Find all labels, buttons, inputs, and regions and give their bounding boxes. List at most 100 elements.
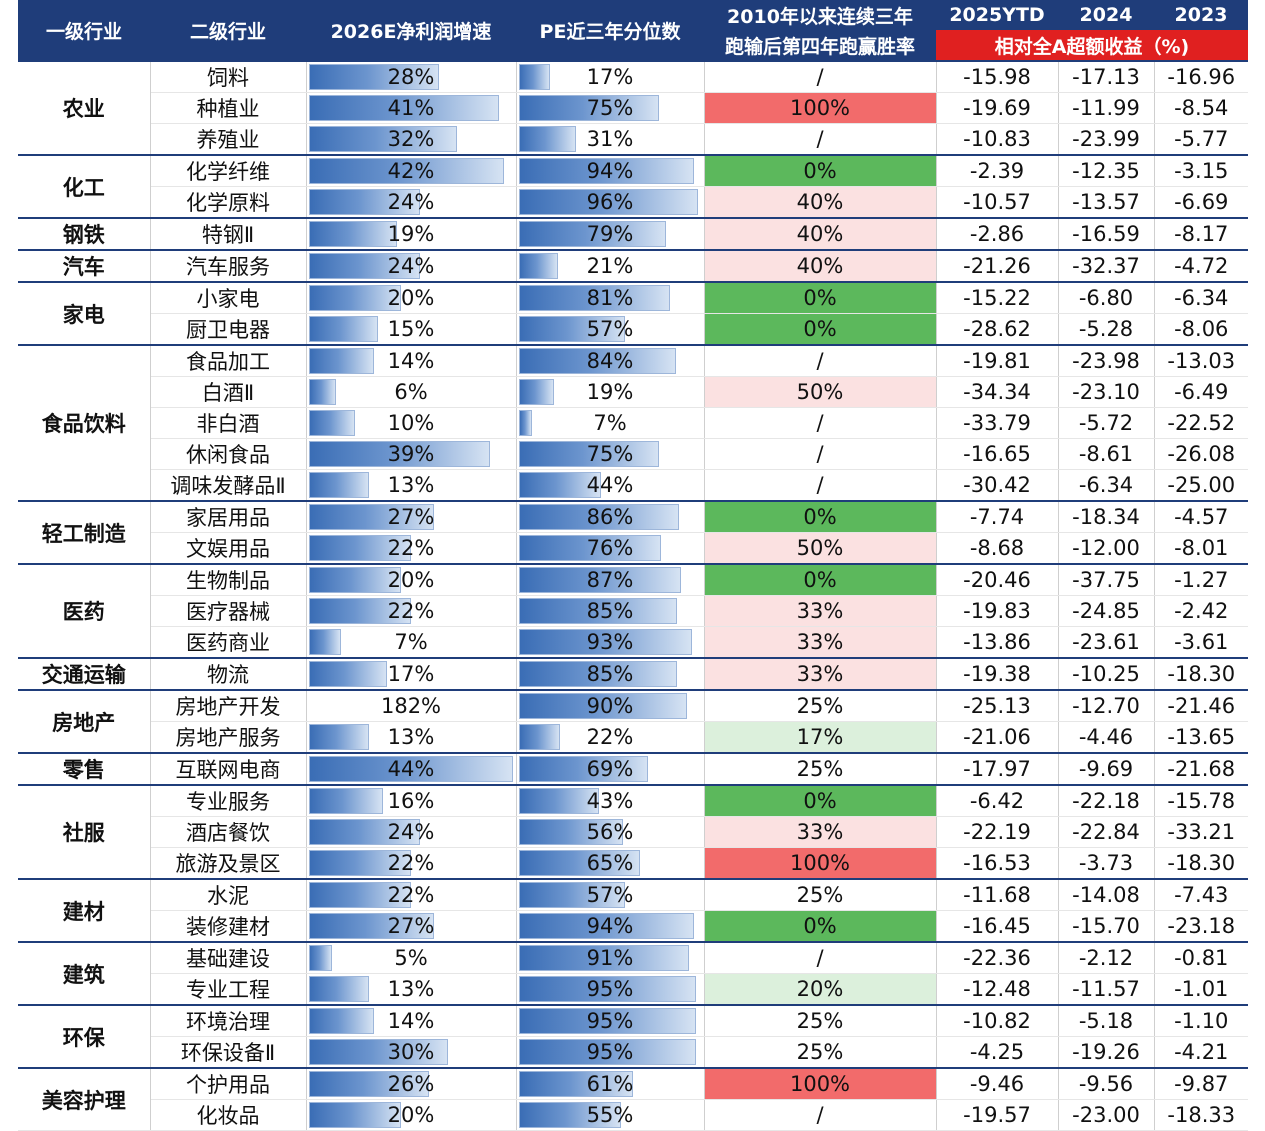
level2-industry-cell: 化学纤维 (150, 154, 307, 187)
table-row: 农业 饲料 28% 17% / -15.98 -17.13 -16.96 (18, 60, 1248, 156)
pe-percentile-cell: 69% (516, 752, 705, 786)
profit-growth-bar (308, 348, 374, 374)
level2-industry-cell: 基础建设 (150, 941, 307, 974)
win-rate-cell: 33% (704, 816, 937, 848)
pe-percentile-cell: 85% (516, 657, 705, 691)
excess-return-2024: -5.72 (1058, 407, 1155, 439)
profit-growth-value: 32% (387, 127, 435, 151)
profit-growth-value: 24% (387, 820, 435, 844)
level2-industry-cell: 家居用品 (150, 500, 307, 533)
win-rate-cell: / (704, 123, 937, 156)
pe-percentile-value: 90% (586, 694, 634, 718)
excess-return-2023: -26.08 (1154, 438, 1248, 470)
excess-return-2025ytd: -15.22 (936, 281, 1059, 314)
level1-industry-cell: 建材 (18, 878, 151, 943)
table-row: 旅游及景区 22% 65% 100% -16.53 -3.73 -18.30 (18, 847, 1248, 880)
level2-industry-cell: 旅游及景区 (150, 847, 307, 880)
profit-growth-cell: 24% (306, 186, 517, 219)
level2-industry-cell: 专业工程 (150, 973, 307, 1006)
win-rate-cell: 50% (704, 532, 937, 565)
pe-percentile-cell: 31% (516, 123, 705, 156)
table-row: 化学原料 24% 96% 40% -10.57 -13.57 -6.69 (18, 186, 1248, 219)
pe-percentile-bar (518, 348, 676, 374)
excess-return-2025ytd: -6.42 (936, 784, 1059, 817)
pe-percentile-value: 95% (586, 977, 634, 1001)
pe-percentile-cell: 84% (516, 344, 705, 377)
profit-growth-bar (308, 567, 402, 593)
level2-industry-cell: 物流 (150, 657, 307, 691)
pe-percentile-cell: 7% (516, 407, 705, 439)
profit-growth-cell: 13% (306, 973, 517, 1006)
profit-growth-cell: 22% (306, 878, 517, 911)
profit-growth-cell: 42% (306, 154, 517, 187)
win-rate-cell: 17% (704, 721, 937, 754)
table-row: 非白酒 10% 7% / -33.79 -5.72 -22.52 (18, 407, 1248, 439)
header-excess-return-label: 相对全A超额收益（%) (936, 30, 1248, 61)
profit-growth-bar (308, 158, 504, 184)
level1-industry-cell: 医药 (18, 563, 151, 659)
table-row: 家电 小家电 20% 81% 0% -15.22 -6.80 -6.34 (18, 281, 1248, 346)
profit-growth-value: 13% (387, 977, 435, 1001)
profit-growth-bar (308, 661, 388, 687)
pe-percentile-bar (518, 64, 551, 90)
profit-growth-bar (308, 535, 411, 561)
level2-industry-cell: 调味发酵品Ⅱ (150, 469, 307, 502)
excess-return-2023: -21.68 (1154, 752, 1248, 786)
level2-industry-cell: 饲料 (150, 60, 307, 93)
table-row: 零售 互联网电商 44% 69% 25% -17.97 -9.69 -21.68 (18, 752, 1248, 786)
level1-industry-cell: 环保 (18, 1004, 151, 1069)
table-row: 社服 专业服务 16% 43% 0% -6.42 -22.18 -15.78 (18, 784, 1248, 880)
pe-percentile-cell: 91% (516, 941, 705, 974)
excess-return-2024: -4.46 (1058, 721, 1155, 754)
excess-return-2025ytd: -28.62 (936, 313, 1059, 346)
profit-growth-bar (308, 126, 458, 152)
level2-industry-cell: 白酒Ⅱ (150, 376, 307, 408)
profit-growth-bar (308, 64, 439, 90)
excess-return-2025ytd: -22.36 (936, 941, 1059, 974)
pe-percentile-cell: 61% (516, 1067, 705, 1100)
pe-percentile-cell: 55% (516, 1099, 705, 1131)
pe-percentile-value: 75% (586, 442, 634, 466)
pe-percentile-bar (518, 629, 693, 655)
excess-return-2025ytd: -21.26 (936, 249, 1059, 283)
level2-industry-cell: 医疗器械 (150, 595, 307, 627)
pe-percentile-bar (518, 819, 624, 845)
profit-growth-value: 30% (387, 1040, 435, 1064)
pe-percentile-value: 85% (586, 599, 634, 623)
table-row: 化工 化学纤维 42% 94% 0% -2.39 -12.35 -3.15 (18, 154, 1248, 219)
excess-return-2023: -13.65 (1154, 721, 1248, 754)
profit-growth-cell: 16% (306, 784, 517, 817)
pe-percentile-bar (518, 253, 558, 279)
pe-percentile-cell: 81% (516, 281, 705, 314)
pe-percentile-bar (518, 1039, 697, 1065)
profit-growth-value: 5% (394, 946, 428, 970)
win-rate-cell: 0% (704, 154, 937, 187)
level2-industry-cell: 医药商业 (150, 626, 307, 659)
excess-return-2024: -14.08 (1058, 878, 1155, 911)
level2-industry-cell: 装修建材 (150, 910, 307, 943)
pe-percentile-bar (518, 976, 697, 1002)
pe-percentile-bar (518, 316, 626, 342)
pe-percentile-value: 19% (586, 380, 634, 404)
excess-return-2023: -6.34 (1154, 281, 1248, 314)
pe-percentile-value: 43% (586, 789, 634, 813)
win-rate-cell: / (704, 1099, 937, 1131)
win-rate-cell: 0% (704, 563, 937, 596)
excess-return-2024: -6.34 (1058, 469, 1155, 502)
profit-growth-cell: 20% (306, 563, 517, 596)
pe-percentile-value: 57% (586, 883, 634, 907)
win-rate-cell: 0% (704, 910, 937, 943)
pe-percentile-bar (518, 756, 648, 782)
win-rate-cell: 25% (704, 878, 937, 911)
pe-percentile-cell: 65% (516, 847, 705, 880)
excess-return-2025ytd: -19.83 (936, 595, 1059, 627)
excess-return-2024: -17.13 (1058, 60, 1155, 93)
excess-return-2025ytd: -13.86 (936, 626, 1059, 659)
win-rate-cell: 0% (704, 313, 937, 346)
table-row: 专业工程 13% 95% 20% -12.48 -11.57 -1.01 (18, 973, 1248, 1006)
excess-return-2023: -33.21 (1154, 816, 1248, 848)
excess-return-2024: -6.80 (1058, 281, 1155, 314)
excess-return-2024: -8.61 (1058, 438, 1155, 470)
pe-percentile-cell: 96% (516, 186, 705, 219)
excess-return-2024: -2.12 (1058, 941, 1155, 974)
